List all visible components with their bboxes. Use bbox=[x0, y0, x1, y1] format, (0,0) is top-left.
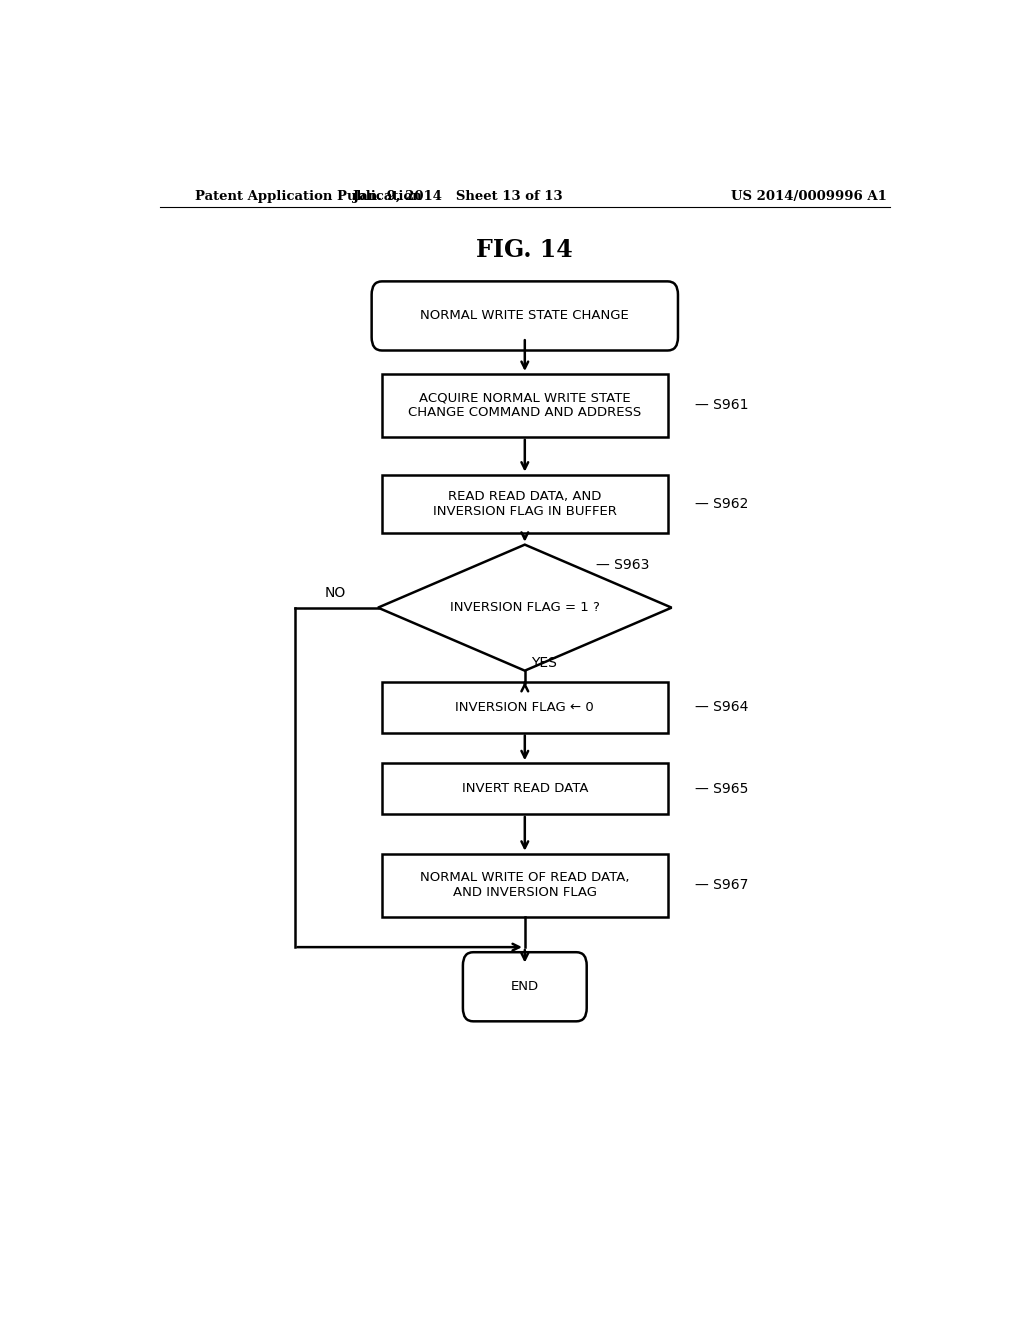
FancyBboxPatch shape bbox=[463, 952, 587, 1022]
Text: READ READ DATA, AND
INVERSION FLAG IN BUFFER: READ READ DATA, AND INVERSION FLAG IN BU… bbox=[433, 490, 616, 517]
Text: INVERSION FLAG = 1 ?: INVERSION FLAG = 1 ? bbox=[450, 601, 600, 614]
Text: NO: NO bbox=[325, 586, 346, 601]
Text: — S961: — S961 bbox=[695, 399, 749, 412]
Text: — S962: — S962 bbox=[695, 496, 749, 511]
Text: INVERT READ DATA: INVERT READ DATA bbox=[462, 781, 588, 795]
Text: YES: YES bbox=[531, 656, 557, 671]
Text: END: END bbox=[511, 981, 539, 993]
Text: — S964: — S964 bbox=[695, 700, 749, 714]
Text: Jan. 9, 2014   Sheet 13 of 13: Jan. 9, 2014 Sheet 13 of 13 bbox=[352, 190, 562, 202]
Bar bbox=[382, 474, 668, 533]
Text: ACQUIRE NORMAL WRITE STATE
CHANGE COMMAND AND ADDRESS: ACQUIRE NORMAL WRITE STATE CHANGE COMMAN… bbox=[409, 392, 641, 420]
Bar bbox=[382, 763, 668, 814]
Bar bbox=[382, 854, 668, 916]
Text: US 2014/0009996 A1: US 2014/0009996 A1 bbox=[731, 190, 887, 202]
Bar bbox=[382, 374, 668, 437]
Text: — S963: — S963 bbox=[596, 558, 649, 572]
FancyBboxPatch shape bbox=[372, 281, 678, 351]
Text: FIG. 14: FIG. 14 bbox=[476, 238, 573, 261]
Text: NORMAL WRITE OF READ DATA,
AND INVERSION FLAG: NORMAL WRITE OF READ DATA, AND INVERSION… bbox=[420, 871, 630, 899]
Text: — S967: — S967 bbox=[695, 878, 749, 892]
Text: INVERSION FLAG ← 0: INVERSION FLAG ← 0 bbox=[456, 701, 594, 714]
Bar bbox=[382, 682, 668, 733]
Text: — S965: — S965 bbox=[695, 781, 749, 796]
Text: NORMAL WRITE STATE CHANGE: NORMAL WRITE STATE CHANGE bbox=[421, 309, 629, 322]
Polygon shape bbox=[378, 545, 672, 671]
Text: Patent Application Publication: Patent Application Publication bbox=[196, 190, 422, 202]
